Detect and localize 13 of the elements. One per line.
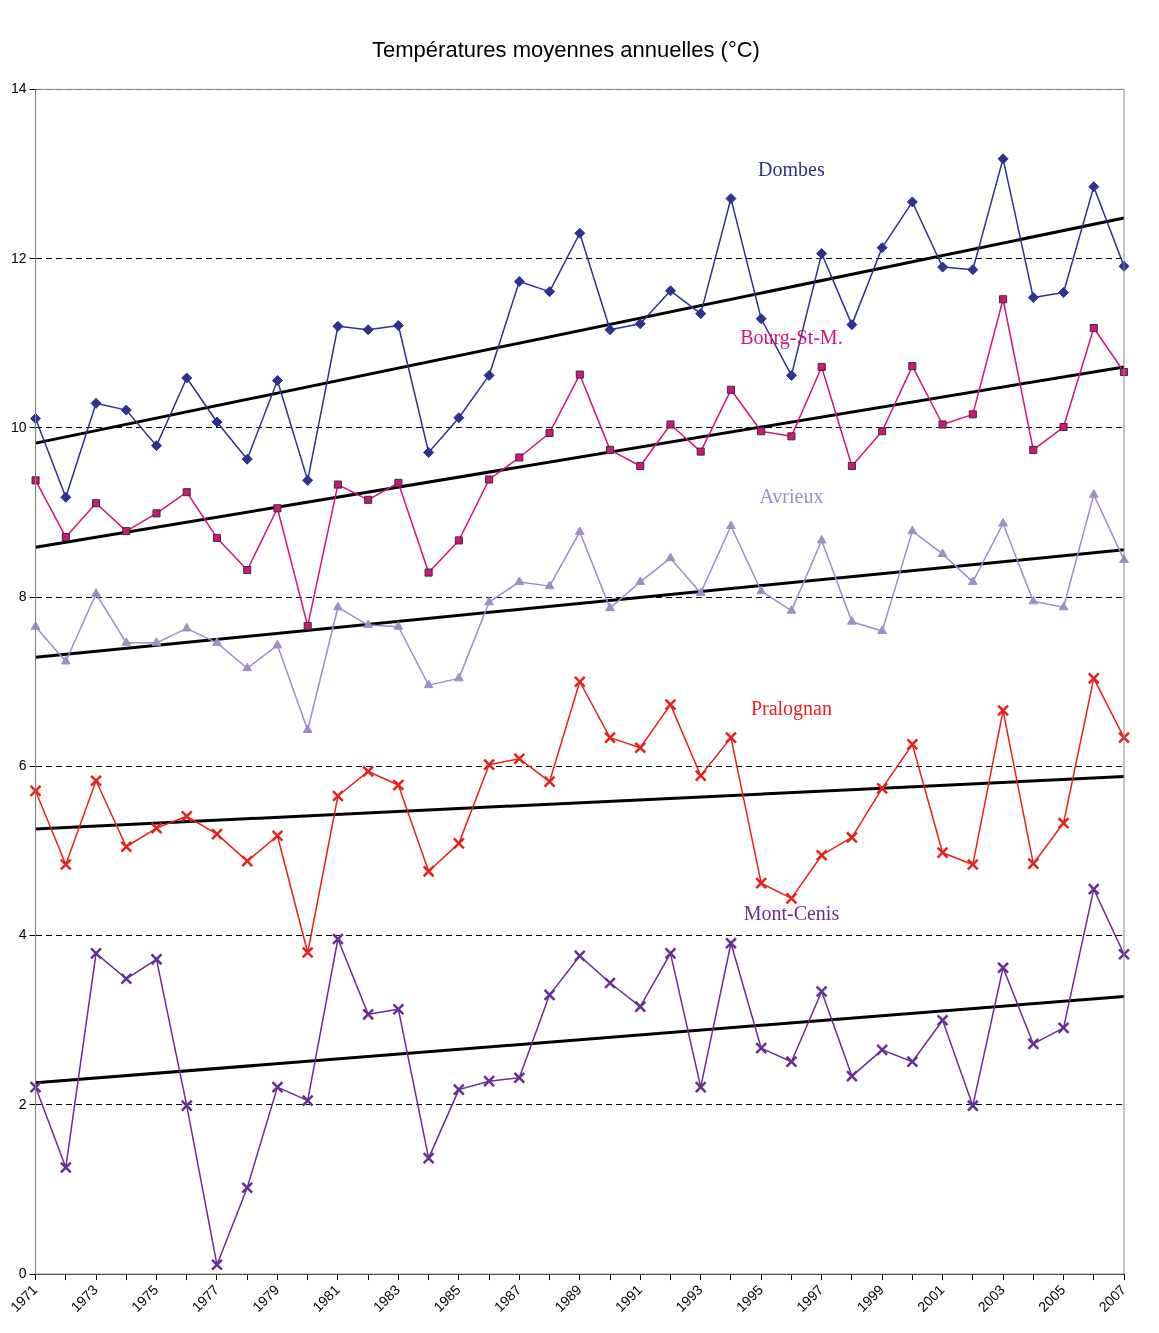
y-tick-label: 14	[10, 80, 27, 97]
series-label: Mont-Cenis	[743, 902, 840, 925]
y-tick-label: 6	[18, 757, 27, 774]
y-tick-label: 12	[10, 249, 27, 266]
series-label: Pralognan	[750, 696, 832, 720]
y-tick-label: 10	[10, 418, 27, 435]
y-tick-label: 4	[18, 926, 27, 943]
y-tick-label: 2	[18, 1095, 27, 1112]
series-label: Dombes	[758, 157, 825, 180]
chart-title: Températures moyennes annuelles (°C)	[372, 37, 760, 63]
y-tick-label: 0	[18, 1264, 27, 1281]
y-tick-label: 8	[18, 587, 27, 604]
series-label: Avrieux	[759, 485, 824, 508]
